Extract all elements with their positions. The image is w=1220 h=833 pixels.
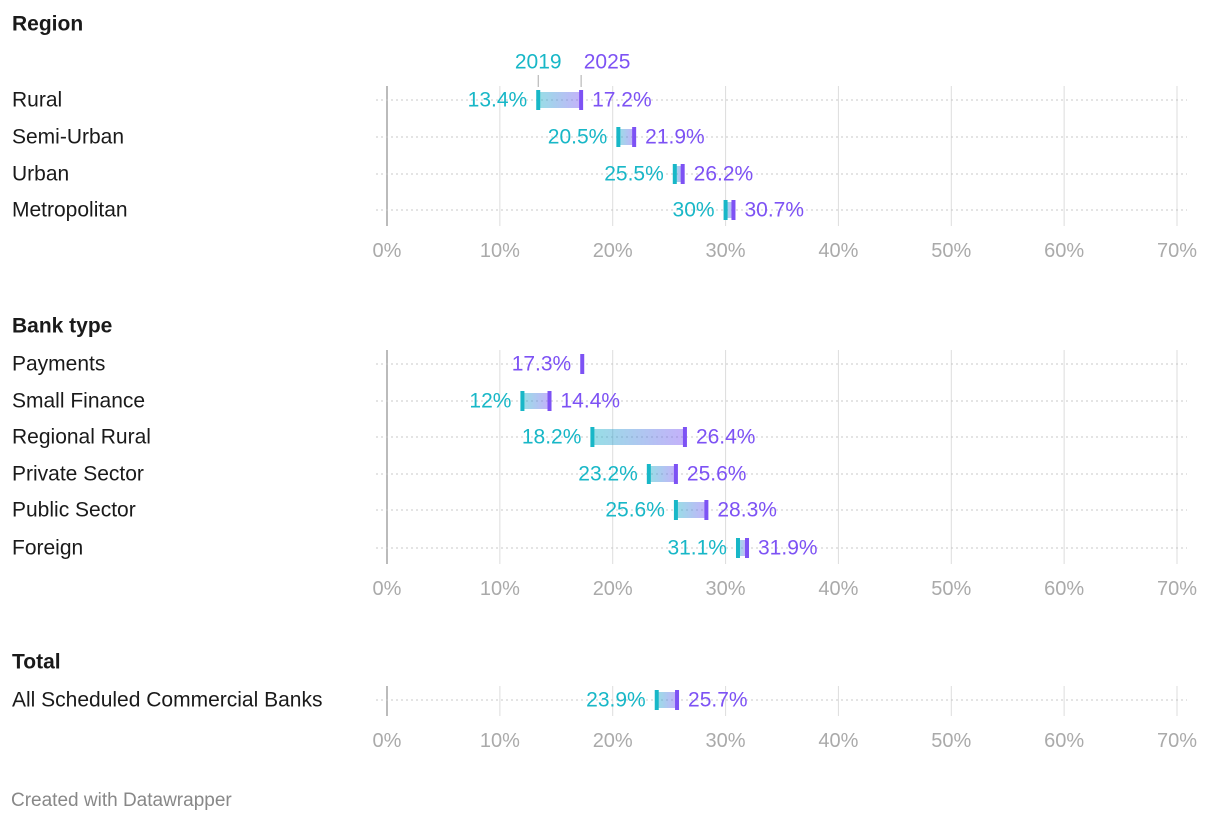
row-label: All Scheduled Commercial Banks [12,689,322,712]
start-marker [616,127,621,147]
range-bar [737,540,748,556]
x-tick-label: 60% [1044,730,1084,752]
end-marker [731,200,736,220]
end-value-label: 25.6% [687,463,747,486]
legend-start-label: 2019 [515,51,562,74]
range-bar [648,466,676,482]
x-tick-label: 20% [593,730,633,752]
end-marker [547,391,552,411]
range-bar [656,692,678,708]
start-marker [723,200,728,220]
x-tick-label: 50% [931,578,971,600]
group-title: Total [12,651,61,674]
end-value-label: 30.7% [744,199,804,222]
x-tick-label: 70% [1157,730,1197,752]
x-tick-label: 0% [373,578,402,600]
x-tick-label: 60% [1044,240,1084,262]
x-tick-label: 70% [1157,240,1197,262]
x-tick-label: 60% [1044,578,1084,600]
row-label: Private Sector [12,463,144,486]
x-tick-label: 50% [931,240,971,262]
range-bar [675,502,707,518]
end-marker [673,464,678,484]
end-marker [682,427,687,447]
end-value-label: 21.9% [645,126,705,149]
end-value-label: 17.2% [592,89,652,112]
end-value-label: 17.3% [512,353,572,376]
range-bar [522,393,550,409]
legend-end-label: 2025 [584,51,631,74]
row-label: Payments [12,353,105,376]
x-tick-label: 0% [373,240,402,262]
x-tick-label: 40% [818,578,858,600]
x-tick-label: 30% [706,240,746,262]
x-tick-label: 20% [593,240,633,262]
row-label: Small Finance [12,390,145,413]
start-marker [590,427,595,447]
end-value-label: 28.3% [717,499,777,522]
end-value-label: 26.4% [696,426,756,449]
start-marker [646,464,651,484]
x-tick-label: 0% [373,730,402,752]
footer-credit: Created with Datawrapper [11,790,232,811]
start-value-label: 31.1% [667,537,727,560]
start-marker [673,500,678,520]
row-label: Foreign [12,537,83,560]
x-tick-label: 40% [818,240,858,262]
start-value-label: 25.6% [605,499,665,522]
end-marker [579,90,584,110]
x-tick-label: 50% [931,730,971,752]
start-value-label: 13.4% [468,89,528,112]
start-value-label: 18.2% [522,426,582,449]
x-tick-label: 30% [706,730,746,752]
x-tick-label: 10% [480,730,520,752]
end-marker [632,127,637,147]
start-marker [536,90,541,110]
row-label: Rural [12,89,62,112]
range-bar [592,429,685,445]
range-bar [618,129,635,145]
start-value-label: 30% [673,199,715,222]
x-tick-label: 10% [480,578,520,600]
end-value-label: 25.7% [688,689,748,712]
end-marker [675,690,680,710]
row-label: Urban [12,163,69,186]
start-value-label: 12% [469,390,511,413]
end-marker [680,164,685,184]
end-marker [580,354,585,374]
end-marker [745,538,750,558]
start-value-label: 23.9% [586,689,646,712]
end-marker [704,500,709,520]
group-title: Region [12,13,83,36]
row-label: Regional Rural [12,426,151,449]
group-title: Bank type [12,315,112,338]
range-bar [538,92,582,108]
start-marker [672,164,677,184]
range-bar [674,166,683,182]
end-value-label: 31.9% [758,537,818,560]
x-tick-label: 20% [593,578,633,600]
start-value-label: 20.5% [548,126,608,149]
start-marker [735,538,740,558]
x-tick-label: 40% [818,730,858,752]
end-value-label: 14.4% [561,390,621,413]
x-tick-label: 30% [706,578,746,600]
x-tick-label: 70% [1157,578,1197,600]
row-label: Metropolitan [12,199,128,222]
end-value-label: 26.2% [694,163,754,186]
x-tick-label: 10% [480,240,520,262]
start-marker [520,391,525,411]
row-label: Public Sector [12,499,136,522]
row-label: Semi-Urban [12,126,124,149]
start-value-label: 23.2% [578,463,638,486]
start-value-label: 25.5% [604,163,664,186]
range-bar [725,202,734,218]
start-marker [654,690,659,710]
